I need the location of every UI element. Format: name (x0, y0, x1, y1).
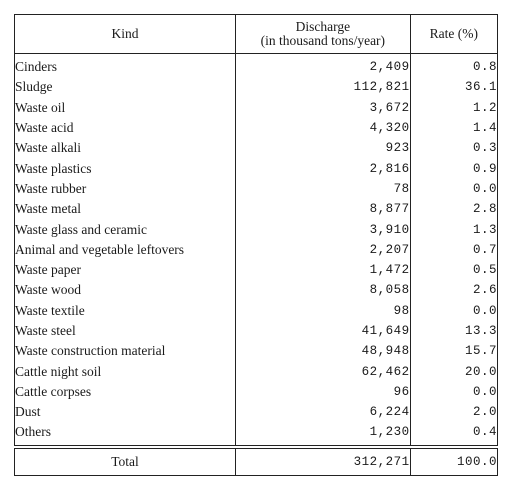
cell-kind: Others (14, 422, 237, 447)
total-label: Total (14, 444, 237, 476)
table-row: Waste acid 4,320 1.4 (14, 117, 498, 139)
header-discharge-unit: (in thousand tons/year) (260, 33, 386, 48)
table-header: Kind Discharge (in thousand tons/year) R… (14, 14, 498, 54)
cell-discharge: 78 (235, 178, 411, 200)
table-row: Waste plastics 2,816 0.9 (14, 158, 498, 179)
cell-discharge: 2,207 (235, 239, 411, 260)
table-row: Waste metal 8,877 2.8 (14, 199, 498, 220)
cell-rate: 2.0 (472, 405, 497, 420)
table-row: Waste wood 8,058 2.6 (14, 280, 498, 301)
cell-discharge: 1,230 (235, 422, 411, 447)
cell-kind: Waste glass and ceramic (14, 219, 237, 240)
cell-discharge: 41,649 (235, 320, 411, 342)
cell-rate: 1.2 (472, 100, 497, 115)
cell-rate: 1.3 (472, 222, 497, 237)
cell-rate: 0.8 (472, 60, 497, 75)
cell-rate: 0.0 (472, 181, 497, 196)
cell-rate: 2.8 (472, 202, 497, 217)
cell-kind: Cinders (14, 53, 237, 78)
table-row: Sludge 112,821 36.1 (14, 77, 498, 98)
cell-rate: 0.9 (472, 161, 497, 176)
cell-rate: 0.5 (472, 263, 497, 278)
table-row: Cattle corpses 96 0.0 (14, 381, 498, 403)
cell-discharge: 6,224 (235, 402, 411, 423)
header-discharge: Discharge (in thousand tons/year) (235, 14, 411, 54)
table-row: Waste steel 41,649 13.3 (14, 320, 498, 342)
total-row: Total 312,271 100.0 (14, 444, 498, 476)
table-row: Waste oil 3,672 1.2 (14, 97, 498, 118)
cell-kind: Cattle night soil (14, 361, 237, 382)
cell-discharge: 1,472 (235, 259, 411, 281)
table-row: Waste construction material 48,948 15.7 (14, 341, 498, 362)
cell-kind: Waste oil (14, 97, 237, 118)
cell-rate: 36.1 (464, 80, 497, 95)
header-kind: Kind (14, 14, 237, 54)
cell-kind: Cattle corpses (14, 381, 237, 403)
cell-discharge: 2,816 (235, 158, 411, 179)
cell-discharge: 98 (235, 300, 411, 321)
cell-discharge: 8,058 (235, 280, 411, 301)
cell-kind: Sludge (14, 77, 237, 98)
cell-rate: 15.7 (464, 344, 497, 359)
cell-kind: Waste steel (14, 320, 237, 342)
cell-kind: Waste rubber (14, 178, 237, 200)
cell-discharge: 48,948 (235, 341, 411, 362)
table-row: Cinders 2,409 0.8 (14, 53, 498, 78)
cell-rate: 0.0 (472, 384, 497, 399)
header-discharge-title: Discharge (295, 19, 351, 34)
cell-discharge: 96 (235, 381, 411, 403)
cell-kind: Waste plastics (14, 158, 237, 179)
cell-rate: 0.3 (472, 141, 497, 156)
cell-kind: Waste acid (14, 117, 237, 139)
cell-kind: Waste wood (14, 280, 237, 301)
cell-discharge: 4,320 (235, 117, 411, 139)
cell-discharge: 3,672 (235, 97, 411, 118)
table-row: Others 1,230 0.4 (14, 422, 498, 447)
total-rate: 100.0 (410, 444, 498, 476)
table-row: Waste rubber 78 0.0 (14, 178, 498, 200)
cell-rate: 1.4 (472, 121, 497, 136)
header-row: Kind Discharge (in thousand tons/year) R… (14, 14, 498, 54)
table-row: Waste alkali 923 0.3 (14, 138, 498, 159)
cell-kind: Waste construction material (14, 341, 237, 362)
cell-rate: 0.4 (472, 425, 497, 440)
cell-discharge: 112,821 (235, 77, 411, 98)
table-body: Cinders 2,409 0.8 Sludge 112,821 36.1 Waste … (14, 53, 498, 447)
cell-discharge: 923 (235, 138, 411, 159)
waste-discharge-table: Kind Discharge (in thousand tons/year) R… (14, 14, 498, 476)
total-discharge: 312,271 (235, 444, 411, 476)
cell-kind: Waste metal (14, 199, 237, 220)
table-row: Waste textile 98 0.0 (14, 300, 498, 321)
table-row: Cattle night soil 62,462 20.0 (14, 361, 498, 382)
cell-kind: Animal and vegetable leftovers (14, 239, 237, 260)
table-row: Animal and vegetable leftovers 2,207 0.7 (14, 239, 498, 260)
cell-rate: 0.0 (472, 303, 497, 318)
table-footer: Total 312,271 100.0 (14, 444, 498, 476)
cell-discharge: 62,462 (235, 361, 411, 382)
cell-kind: Waste textile (14, 300, 237, 321)
cell-rate: 0.7 (472, 242, 497, 257)
cell-discharge: 2,409 (235, 53, 411, 78)
cell-kind: Dust (14, 402, 237, 423)
cell-kind: Waste alkali (14, 138, 237, 159)
cell-discharge: 3,910 (235, 219, 411, 240)
cell-rate: 20.0 (464, 364, 497, 379)
cell-kind: Waste paper (14, 259, 237, 281)
header-rate: Rate (%) (410, 14, 498, 54)
cell-rate: 13.3 (464, 324, 497, 338)
table-row: Dust 6,224 2.0 (14, 402, 498, 423)
table-row: Waste glass and ceramic 3,910 1.3 (14, 219, 498, 240)
table-row: Waste paper 1,472 0.5 (14, 259, 498, 281)
cell-discharge: 8,877 (235, 199, 411, 220)
cell-rate: 2.6 (472, 283, 497, 298)
